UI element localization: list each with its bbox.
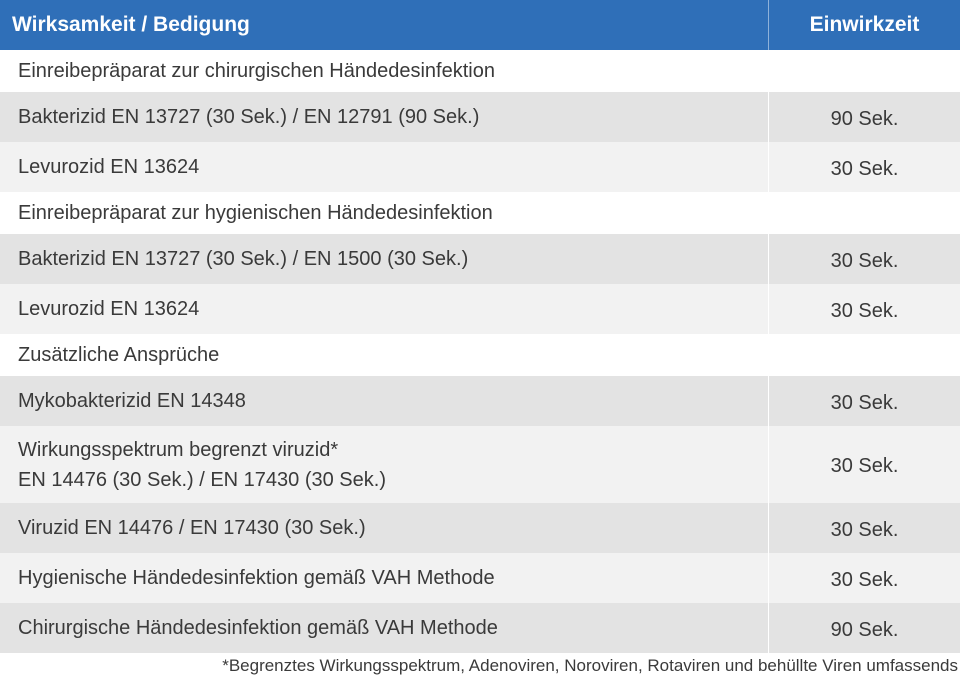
row-label: Wirkungsspektrum begrenzt viruzid* EN 14… [0, 426, 769, 503]
row-time: 30 Sek. [830, 391, 899, 414]
section-title-additional: Zusätzliche Ansprüche [0, 334, 960, 376]
header-exposure-time: Einwirkzeit [809, 13, 920, 36]
table-row: Bakterizid EN 13727 (30 Sek.) / EN 1500 … [0, 234, 960, 284]
footnote: *Begrenztes Wirkungsspektrum, Adenoviren… [222, 656, 958, 675]
row-time: 30 Sek. [830, 299, 899, 322]
row-label: Bakterizid EN 13727 (30 Sek.) / EN 12791… [0, 92, 769, 142]
section-title-hygienic: Einreibepräparat zur hygienischen Händed… [0, 192, 960, 234]
header-efficacy: Wirksamkeit / Bedigung [0, 0, 769, 50]
section-title-surgical: Einreibepräparat zur chirurgischen Hände… [0, 50, 960, 92]
row-label-line2: EN 14476 (30 Sek.) / EN 17430 (30 Sek.) [18, 468, 386, 491]
row-label: Chirurgische Händedesinfektion gemäß VAH… [0, 603, 769, 653]
row-time: 30 Sek. [830, 568, 899, 591]
row-label: Levurozid EN 13624 [0, 284, 769, 334]
row-label-line1: Wirkungsspektrum begrenzt viruzid* [18, 438, 339, 461]
row-time: 30 Sek. [830, 249, 899, 272]
row-time: 30 Sek. [830, 157, 899, 180]
row-time: 30 Sek. [830, 518, 899, 541]
table-row: Levurozid EN 13624 30 Sek. [0, 284, 960, 334]
efficacy-table: Wirksamkeit / Bedigung Einwirkzeit Einre… [0, 0, 960, 653]
table-row: Wirkungsspektrum begrenzt viruzid* EN 14… [0, 426, 960, 503]
row-label: Mykobakterizid EN 14348 [0, 376, 769, 426]
row-time: 90 Sek. [830, 618, 899, 641]
table-row: Mykobakterizid EN 14348 30 Sek. [0, 376, 960, 426]
row-label: Viruzid EN 14476 / EN 17430 (30 Sek.) [0, 503, 769, 553]
row-time: 90 Sek. [830, 107, 899, 130]
row-label: Hygienische Händedesinfektion gemäß VAH … [0, 553, 769, 603]
table-row: Hygienische Händedesinfektion gemäß VAH … [0, 553, 960, 603]
table-row: Chirurgische Händedesinfektion gemäß VAH… [0, 603, 960, 653]
row-label: Levurozid EN 13624 [0, 142, 769, 192]
row-time: 30 Sek. [830, 455, 899, 477]
table-header: Wirksamkeit / Bedigung Einwirkzeit [0, 0, 960, 50]
table-row: Levurozid EN 13624 30 Sek. [0, 142, 960, 192]
row-label: Bakterizid EN 13727 (30 Sek.) / EN 1500 … [0, 234, 769, 284]
table-row: Bakterizid EN 13727 (30 Sek.) / EN 12791… [0, 92, 960, 142]
table-row: Viruzid EN 14476 / EN 17430 (30 Sek.) 30… [0, 503, 960, 553]
